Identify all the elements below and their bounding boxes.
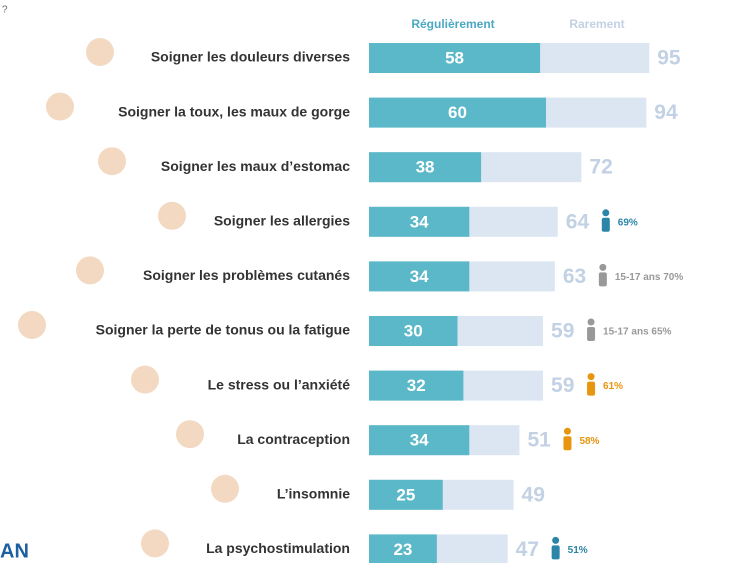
value-label: 47 — [516, 538, 539, 561]
annotation: 69% — [618, 217, 638, 228]
value-label: 58 — [445, 48, 464, 67]
value-label: 38 — [416, 158, 435, 177]
value-label: 63 — [563, 265, 586, 288]
value-label: 64 — [566, 210, 590, 233]
legend-label: Rarement — [569, 17, 624, 31]
illustration — [211, 475, 239, 503]
category-label: La psychostimulation — [206, 540, 350, 556]
category-label: Soigner les allergies — [214, 213, 350, 229]
value-label: 59 — [551, 320, 574, 343]
person-icon-head — [588, 373, 595, 380]
chart: ? AN Régulièrement Rarement Soigner les do… — [0, 0, 750, 563]
person-icon-body — [602, 218, 610, 232]
illustration — [86, 38, 114, 66]
person-icon-body — [587, 327, 595, 341]
person-icon-body — [552, 545, 560, 559]
value-label: 94 — [654, 101, 678, 124]
annotation: 61% — [603, 381, 623, 392]
value-label: 60 — [448, 103, 467, 122]
person-icon-body — [563, 436, 571, 450]
category-label: Soigner la toux, les maux de gorge — [118, 103, 350, 119]
value-label: 34 — [410, 431, 429, 450]
category-label: Soigner les douleurs diverses — [151, 49, 350, 65]
illustration — [76, 256, 104, 284]
illustration — [141, 529, 169, 557]
value-label: 25 — [396, 485, 415, 504]
value-label: 95 — [657, 47, 681, 70]
person-icon-head — [588, 319, 595, 326]
category-label: La contraception — [237, 431, 350, 447]
person-icon-body — [587, 382, 595, 396]
person-icon-head — [552, 537, 559, 544]
illustration — [18, 311, 46, 339]
illustration — [176, 420, 204, 448]
value-label: 32 — [407, 376, 426, 395]
value-label: 72 — [589, 156, 612, 179]
person-icon-head — [599, 264, 606, 271]
person-icon-body — [599, 272, 607, 286]
illustration — [46, 93, 74, 121]
illustration — [131, 366, 159, 394]
person-icon-head — [564, 428, 571, 435]
legend-label: Régulièrement — [411, 17, 494, 31]
value-label: 59 — [551, 374, 574, 397]
illustration — [158, 202, 186, 230]
value-label: 49 — [522, 483, 545, 506]
value-label: 23 — [393, 540, 412, 559]
person-icon-head — [602, 209, 609, 216]
value-label: 34 — [410, 267, 429, 286]
footer-fragment: AN — [0, 540, 29, 562]
category-label: Soigner les maux d’estomac — [161, 158, 350, 174]
value-label: 51 — [527, 429, 551, 452]
annotation: 15-17 ans 70% — [615, 272, 683, 283]
category-label: Soigner la perte de tonus ou la fatigue — [96, 322, 351, 338]
category-label: Soigner les problèmes cutanés — [143, 267, 350, 283]
value-label: 34 — [410, 212, 429, 231]
corner-fragment: ? — [2, 5, 8, 16]
illustration — [98, 147, 126, 175]
value-label: 30 — [404, 321, 423, 340]
annotation: 58% — [579, 436, 599, 447]
category-label: L’insomnie — [277, 486, 350, 502]
annotation: 15-17 ans 65% — [603, 327, 671, 338]
category-label: Le stress ou l’anxiété — [208, 376, 351, 392]
annotation: 51% — [568, 545, 588, 556]
